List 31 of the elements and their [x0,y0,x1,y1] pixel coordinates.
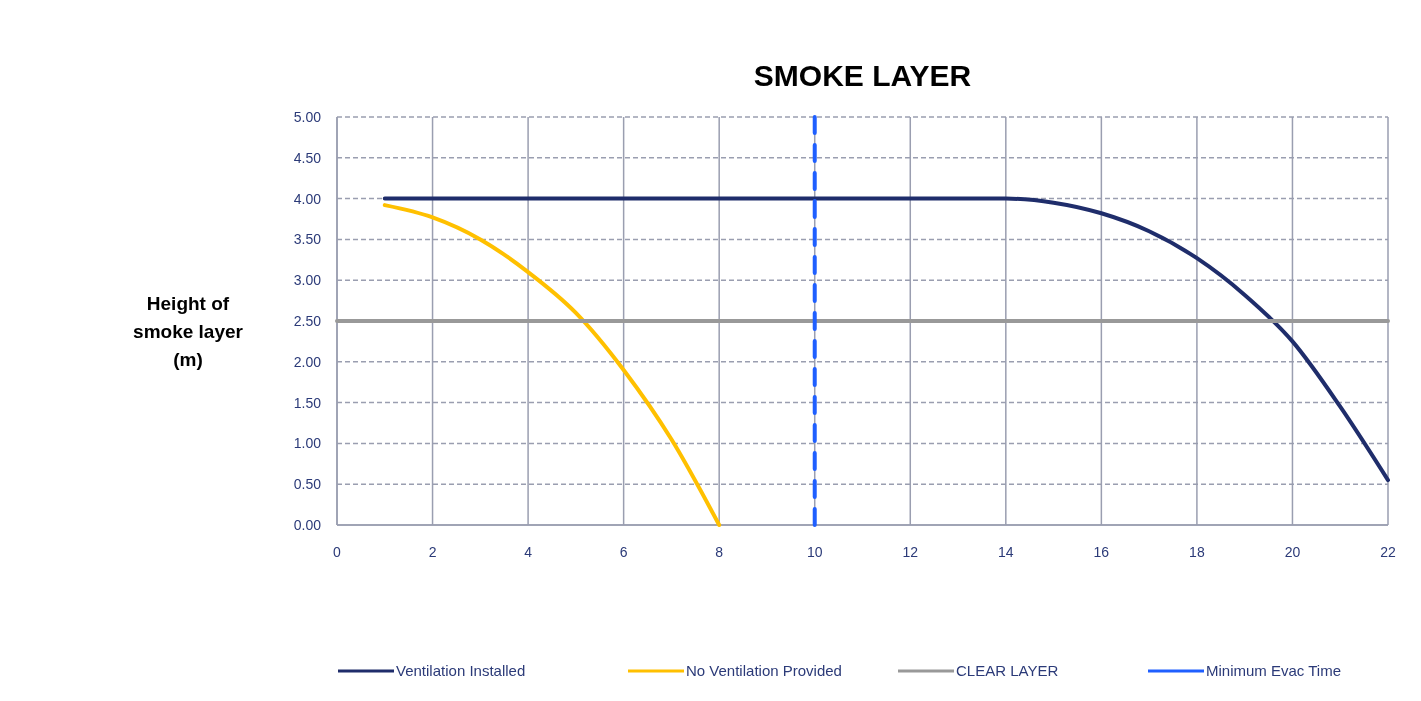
x-tick-label: 0 [333,544,342,560]
y-tick-label: 3.00 [293,272,322,289]
x-tick-label: 20 [1284,544,1301,560]
y-tick-label: 0.50 [293,476,322,493]
line-series [382,196,1390,483]
y-tick-label: 4.00 [293,190,322,207]
x-tick-label: 4 [524,544,533,560]
y-tick-label: 1.00 [293,435,322,452]
x-tick-label: 12 [902,544,919,560]
x-tick-label: 2 [428,544,437,560]
x-tick-label: 8 [715,544,724,560]
y-tick-label: 2.00 [293,353,322,370]
legend-label: Ventilation Installed [396,662,526,680]
legend-label: CLEAR LAYER [956,662,1059,680]
chart-title: SMOKE LAYER [753,59,972,92]
x-tick-label: 18 [1189,544,1205,560]
y-tick-label: 4.50 [293,149,322,166]
legend-label: Minimum Evac Time [1206,662,1342,680]
x-tick-label: 22 [1380,544,1396,560]
y-axis-title: Height of smoke layer (m) [133,293,244,370]
y-tick-label: 3.50 [293,231,322,248]
line-series [382,203,722,527]
legend-label: No Ventilation Provided [686,662,842,680]
y-tick-label: 5.00 [293,108,322,125]
x-tick-label: 6 [619,544,628,560]
y-tick-label: 1.50 [293,394,322,411]
y-tick-label: 2.50 [293,312,322,329]
x-tick-label: 14 [998,544,1014,560]
x-tick-label: 16 [1093,544,1110,560]
x-tick-label: 10 [806,544,823,560]
y-tick-label: 0.00 [293,516,322,533]
